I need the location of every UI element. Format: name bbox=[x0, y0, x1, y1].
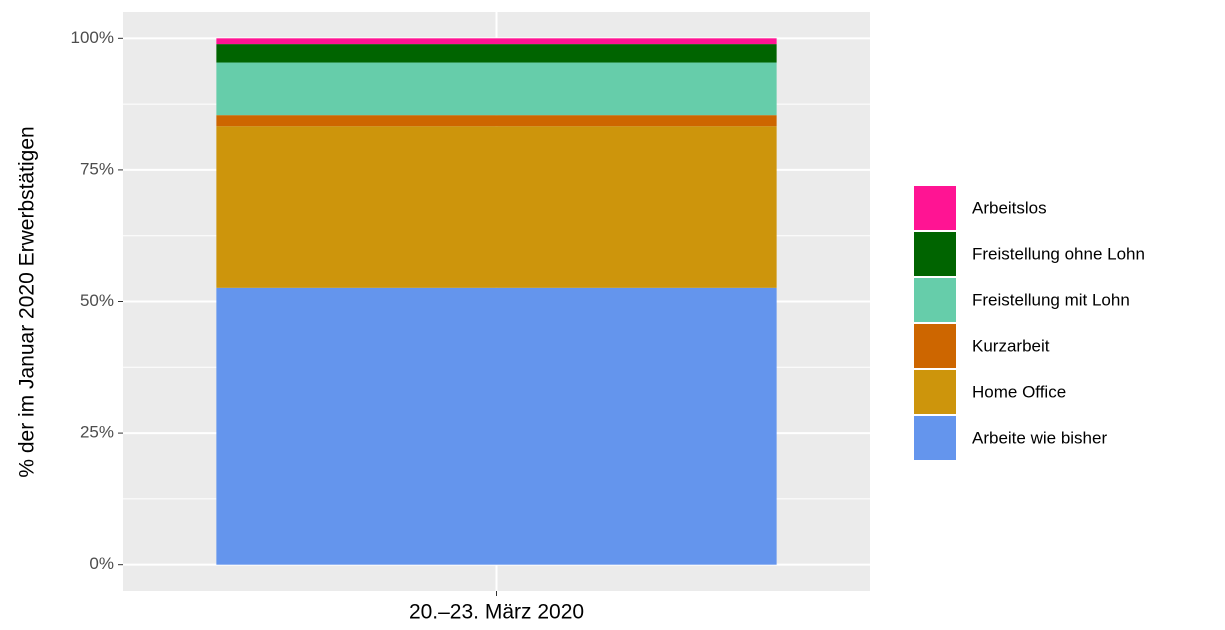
legend-label: Arbeite wie bisher bbox=[972, 428, 1107, 447]
legend-label: Kurzarbeit bbox=[972, 336, 1050, 355]
y-tick-label: 75% bbox=[80, 159, 114, 178]
x-tick-label: 20.–23. März 2020 bbox=[409, 601, 584, 624]
legend-key bbox=[914, 416, 956, 460]
legend-label: Arbeitslos bbox=[972, 198, 1047, 217]
legend-label: Freistellung ohne Lohn bbox=[972, 244, 1145, 263]
bar-segment bbox=[216, 62, 777, 116]
y-tick-label: 0% bbox=[89, 554, 114, 573]
marks bbox=[216, 38, 777, 565]
legend-label: Home Office bbox=[972, 382, 1066, 401]
bar-segment bbox=[216, 126, 777, 288]
y-tick-label: 25% bbox=[80, 423, 114, 442]
legend-label: Freistellung mit Lohn bbox=[972, 290, 1130, 309]
legend-key bbox=[914, 278, 956, 322]
bar-segment bbox=[216, 44, 777, 63]
y-axis-title: % der im Januar 2020 Erwerbstätigen bbox=[16, 126, 39, 477]
legend-key bbox=[914, 370, 956, 414]
legend-key bbox=[914, 232, 956, 276]
bar-segment bbox=[216, 287, 777, 565]
legend-key bbox=[914, 186, 956, 230]
bar-segment bbox=[216, 115, 777, 127]
y-tick-label: 100% bbox=[71, 28, 114, 47]
y-tick-label: 50% bbox=[80, 291, 114, 310]
legend-key bbox=[914, 324, 956, 368]
bar-segment bbox=[216, 38, 777, 45]
